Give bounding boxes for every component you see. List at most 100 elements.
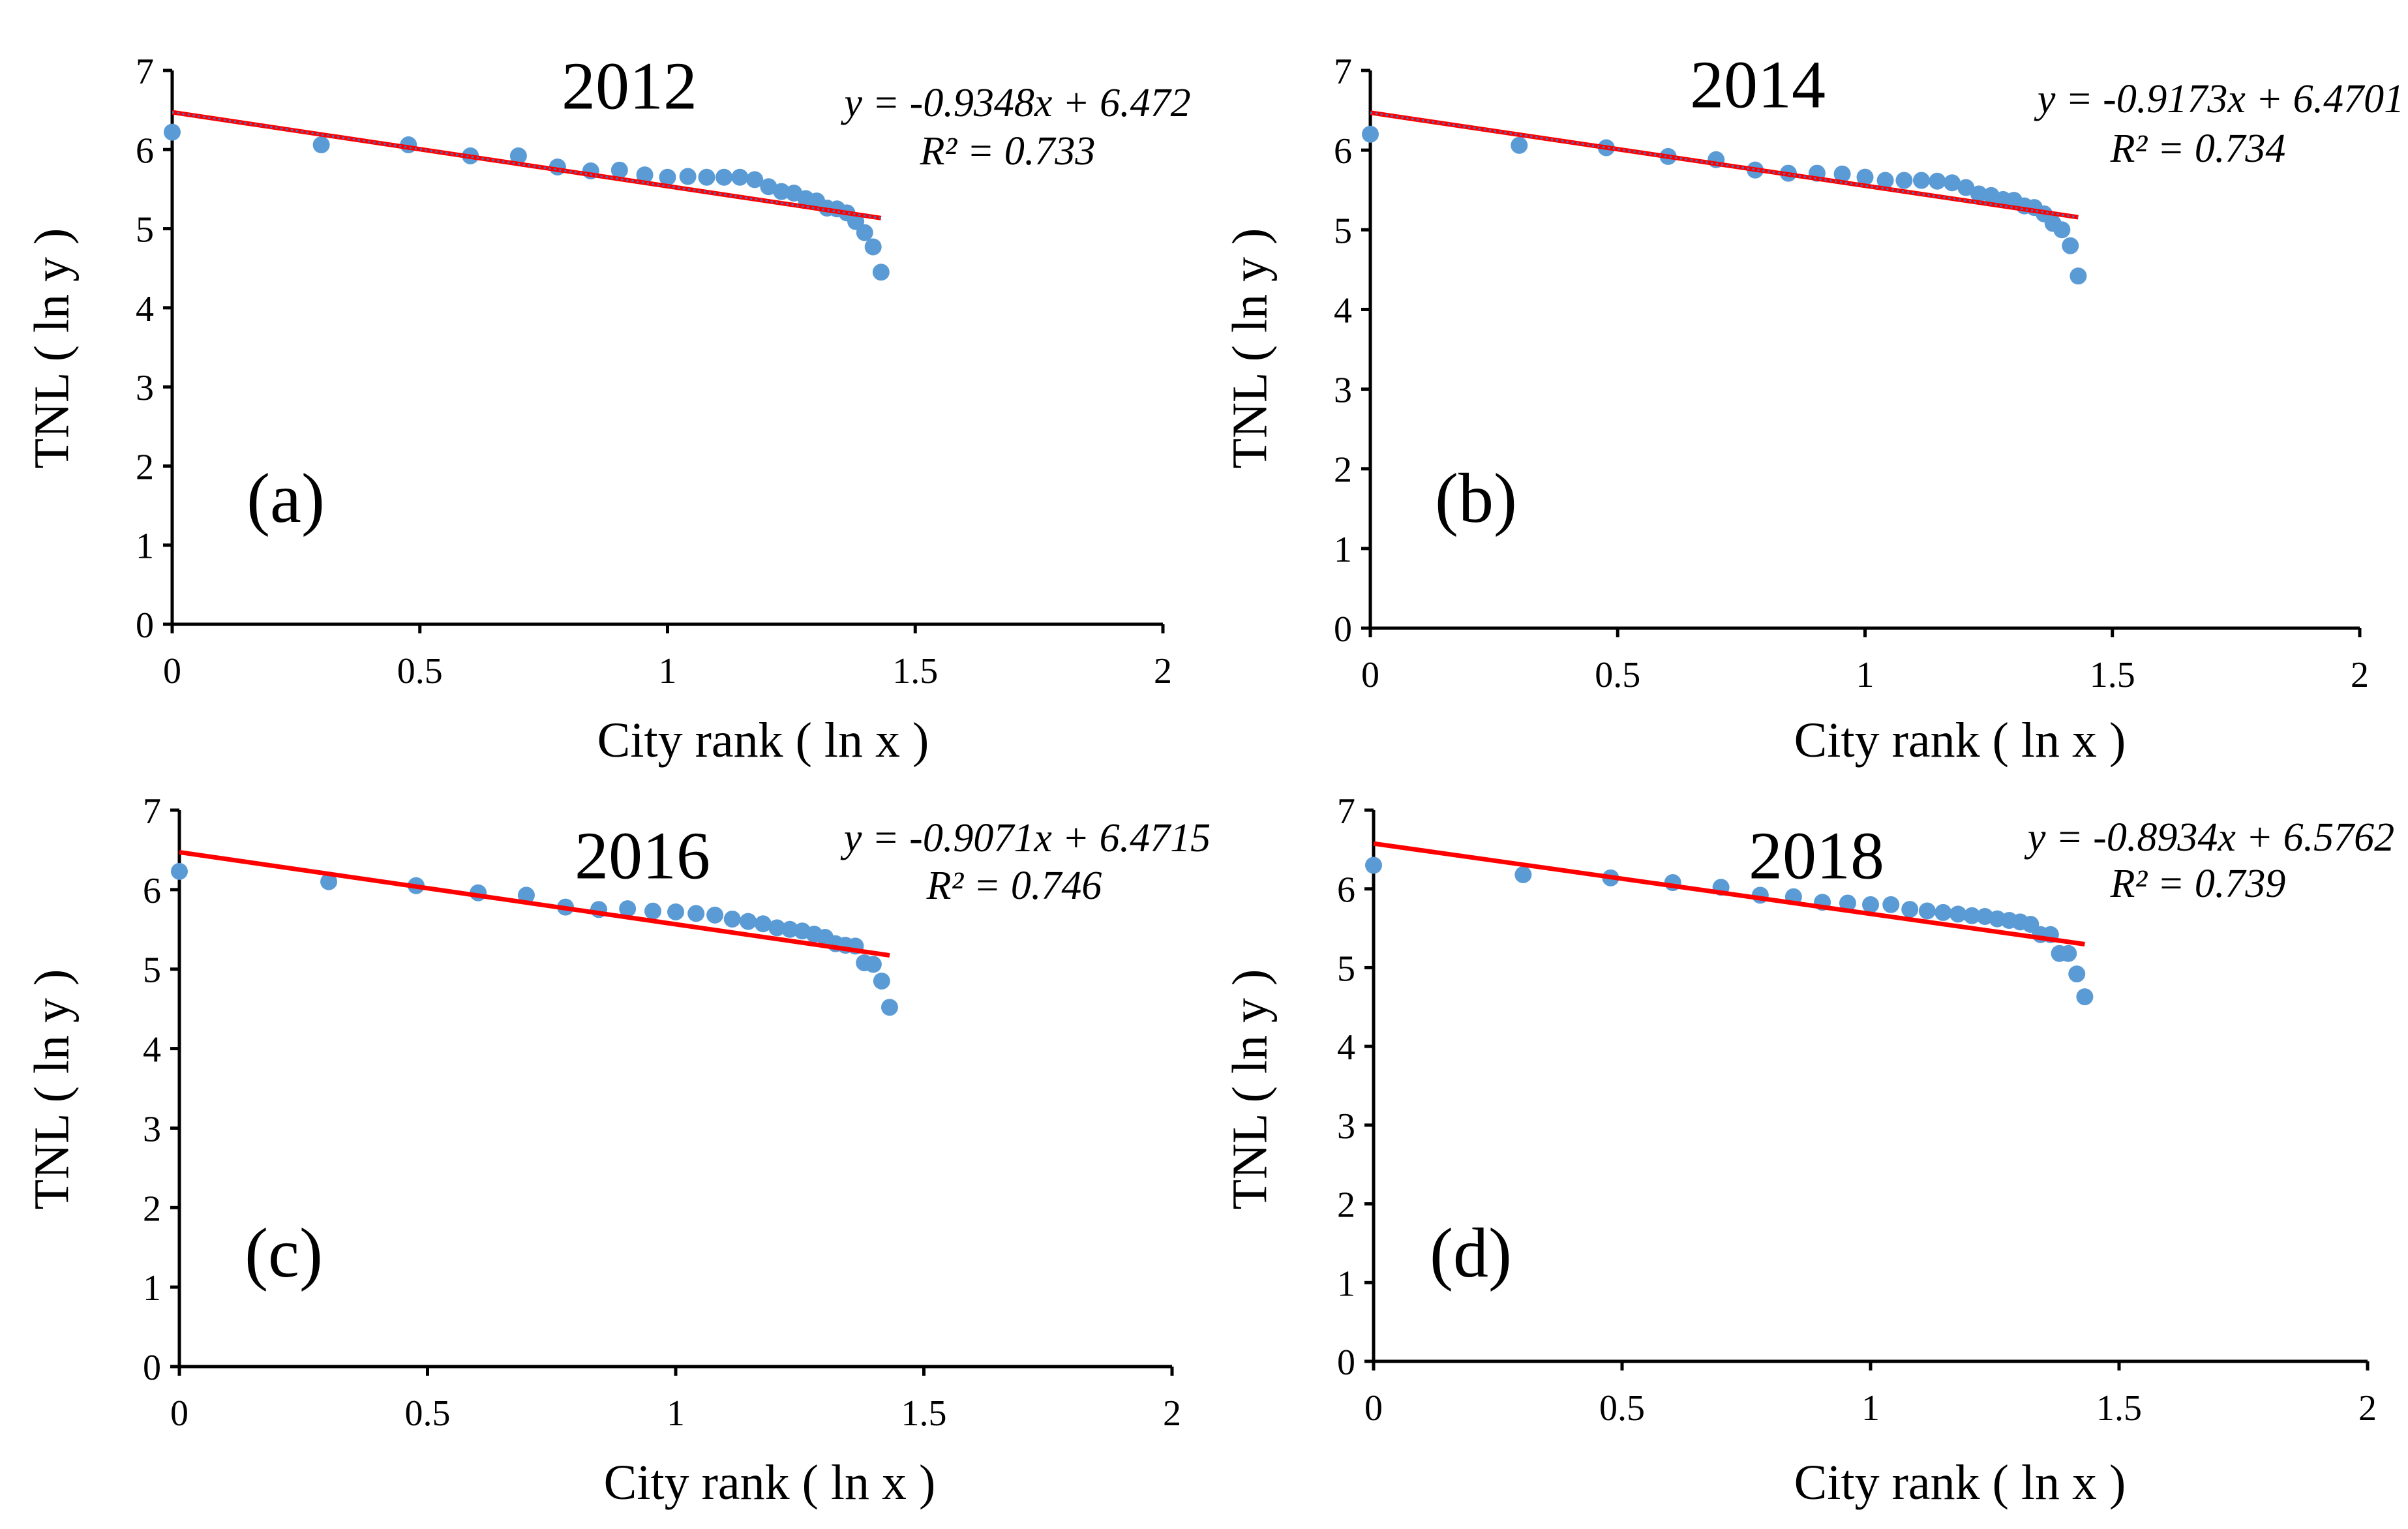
chart-title: 2016 (575, 818, 710, 893)
data-point (1957, 179, 1975, 196)
y-tick-label: 6 (1337, 870, 1355, 911)
data-point (1362, 125, 1379, 143)
panel-label: (d) (1430, 1215, 1512, 1292)
y-tick-label: 5 (143, 950, 161, 991)
y-tick-label: 1 (1334, 530, 1352, 570)
x-tick-label: 0 (163, 651, 181, 691)
data-point (509, 147, 527, 164)
data-point (1963, 907, 1981, 924)
data-point (644, 902, 661, 920)
data-point (1514, 866, 1532, 883)
chart-panel-2018: 0 1 2 3 4 5 6 7 0 0.5 1 1.5 2 City rank ( ln x ) TNL (… (1223, 791, 2395, 1510)
data-point (715, 168, 733, 186)
data-point (1934, 903, 1952, 921)
y-tick-label: 0 (143, 1348, 161, 1388)
y-tick-label: 1 (136, 526, 154, 567)
x-tick-label: 1 (1861, 1388, 1880, 1429)
x-axis-title: City rank ( ln x ) (1794, 713, 2126, 768)
trendline (1373, 841, 2085, 946)
y-tick-label: 6 (1334, 131, 1352, 172)
x-tick-label: 0.5 (405, 1393, 451, 1434)
data-point (856, 224, 873, 241)
data-point (746, 171, 764, 189)
y-tick-label: 3 (136, 368, 154, 408)
data-point (619, 900, 637, 918)
y-tick-label: 2 (1334, 450, 1352, 491)
data-point (872, 264, 890, 281)
y-tick-label: 0 (136, 605, 154, 646)
r-squared-label: R² = 0.746 (926, 864, 1102, 908)
data-point (1876, 172, 1894, 189)
y-tick-label: 5 (1334, 211, 1352, 251)
panel-label: (a) (247, 460, 325, 537)
data-point (864, 956, 882, 973)
data-point (1839, 894, 1856, 912)
data-point (760, 178, 777, 196)
y-tick-label: 7 (1337, 791, 1355, 832)
y-tick-label: 0 (1334, 609, 1352, 650)
x-tick-label: 0.5 (397, 651, 443, 691)
x-tick-label: 1.5 (2096, 1388, 2142, 1429)
x-tick-label: 2 (2358, 1388, 2377, 1429)
y-tick-label: 3 (143, 1109, 161, 1149)
x-tick-label: 0.5 (1599, 1388, 1645, 1429)
data-point (698, 168, 715, 186)
panel-label: (b) (1435, 460, 1517, 537)
y-axis-title: TNL ( ln y ) (1223, 969, 1278, 1210)
y-tick-label: 6 (143, 871, 161, 911)
x-tick-label: 1.5 (901, 1393, 947, 1434)
r-squared-label: R² = 0.733 (920, 129, 1096, 174)
y-tick-label: 7 (1334, 52, 1352, 92)
x-tick-label: 1 (659, 651, 677, 691)
x-tick-label: 0 (1364, 1388, 1383, 1429)
y-axis-title: TNL ( ln y ) (25, 228, 80, 469)
data-point (1511, 136, 1528, 154)
data-point (1833, 165, 1851, 183)
data-point (610, 161, 628, 179)
data-point (1929, 172, 1946, 190)
chart-title: 2012 (562, 48, 697, 123)
data-point (679, 168, 697, 185)
y-tick-label: 1 (143, 1268, 161, 1309)
trendline (179, 849, 890, 958)
y-tick-label: 5 (136, 210, 154, 250)
data-point (1943, 174, 1961, 192)
chart-title: 2018 (1749, 818, 1884, 893)
data-point (2068, 965, 2086, 983)
y-tick-label: 2 (1337, 1185, 1355, 1226)
y-tick-label: 2 (136, 447, 154, 487)
y-tick-label: 3 (1337, 1106, 1355, 1147)
x-axis-title: City rank ( ln x ) (597, 713, 929, 768)
x-axis-title: City rank ( ln x ) (604, 1455, 936, 1510)
data-point (731, 168, 749, 186)
data-point (2060, 945, 2077, 962)
y-tick-label: 4 (1334, 290, 1352, 331)
x-axis-title: City rank ( ln x ) (1794, 1455, 2126, 1510)
panel-label: (c) (245, 1215, 323, 1292)
data-point (880, 999, 898, 1016)
x-tick-label: 0 (1361, 655, 1379, 695)
data-point (773, 183, 790, 200)
trendline-equation: y = -0.9348x + 6.472 (840, 81, 1190, 125)
r-squared-label: R² = 0.739 (2110, 862, 2286, 906)
data-point (659, 168, 676, 186)
data-point (320, 873, 338, 890)
data-point (1970, 185, 1987, 203)
data-point (2062, 237, 2079, 254)
x-tick-label: 0 (170, 1393, 188, 1434)
x-tick-label: 1.5 (2090, 655, 2135, 695)
y-axis-title: TNL ( ln y ) (25, 969, 80, 1210)
data-point (312, 136, 330, 154)
data-point (706, 906, 724, 924)
trendline (172, 110, 882, 220)
y-axis-title: TNL ( ln y ) (1223, 228, 1278, 469)
data-point (1882, 896, 1900, 913)
x-tick-label: 2 (2351, 655, 2369, 695)
y-tick-label: 4 (136, 289, 154, 329)
y-tick-label: 4 (143, 1030, 161, 1070)
data-point (667, 903, 684, 920)
data-point (2069, 267, 2087, 285)
y-tick-label: 0 (1337, 1342, 1355, 1383)
y-tick-label: 6 (136, 130, 154, 171)
